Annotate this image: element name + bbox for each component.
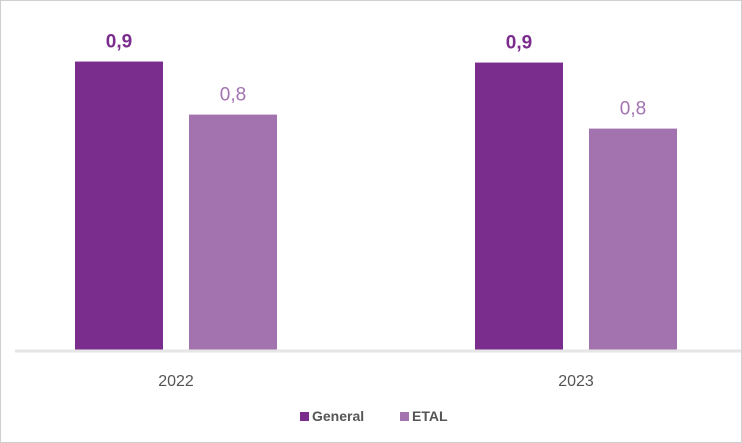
value-label-etal-2023: 0,8 xyxy=(620,99,646,120)
x-tick-labels-layer: 2022 2023 xyxy=(158,373,594,390)
bar-etal-2023 xyxy=(589,128,677,351)
x-tick-label-2022: 2022 xyxy=(158,373,194,390)
legend-label-general: General xyxy=(312,408,364,424)
bar-etal-2022 xyxy=(189,114,277,351)
value-labels-layer: 0,9 0,8 0,9 0,8 xyxy=(106,32,646,120)
legend: General ETAL xyxy=(300,408,448,424)
x-tick-label-2023: 2023 xyxy=(558,373,594,390)
bar-general-2022 xyxy=(75,61,163,352)
value-label-general-2023: 0,9 xyxy=(506,33,532,54)
value-label-etal-2022: 0,8 xyxy=(220,85,246,106)
legend-swatch-general xyxy=(300,412,309,421)
legend-swatch-etal xyxy=(400,412,409,421)
bars-layer xyxy=(75,61,677,352)
bar-general-2023 xyxy=(475,62,563,352)
legend-label-etal: ETAL xyxy=(412,408,448,424)
value-label-general-2022: 0,9 xyxy=(106,32,132,53)
